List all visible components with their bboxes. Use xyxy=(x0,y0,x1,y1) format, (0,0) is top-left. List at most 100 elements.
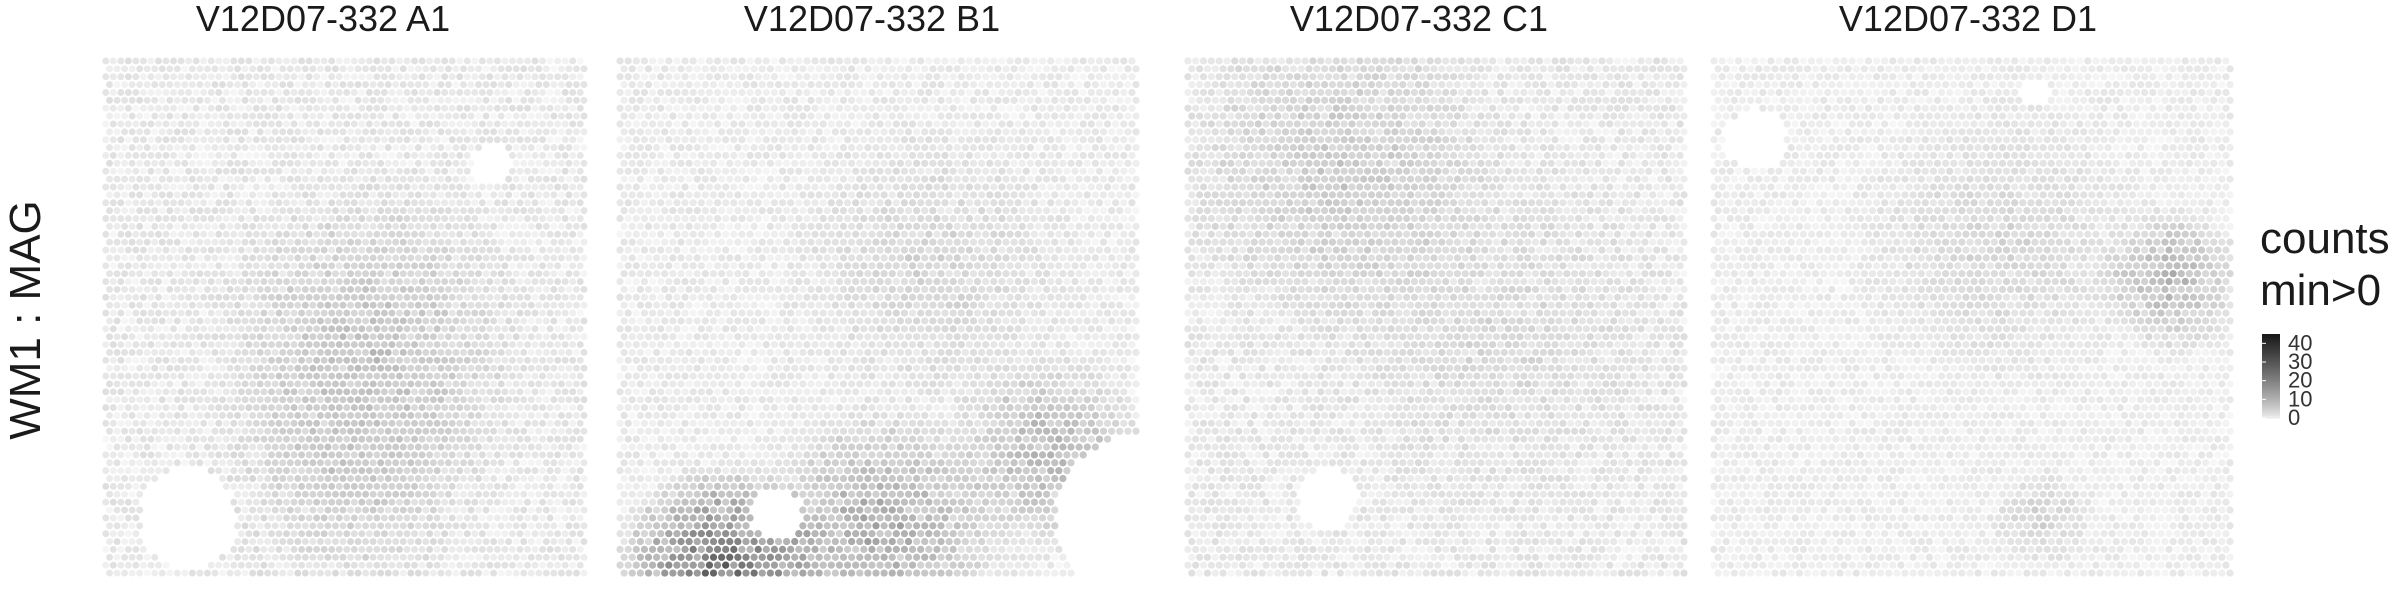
spot xyxy=(158,191,166,199)
spot xyxy=(482,207,490,215)
spot xyxy=(478,341,486,349)
spot xyxy=(384,380,392,388)
spot xyxy=(486,561,494,569)
spot xyxy=(681,136,689,144)
spot xyxy=(380,293,388,301)
spot xyxy=(301,65,309,73)
spot xyxy=(200,278,208,286)
spot xyxy=(339,270,347,278)
spot xyxy=(185,309,193,317)
spot xyxy=(275,498,283,506)
spot xyxy=(399,427,407,435)
spot xyxy=(561,545,569,553)
spot xyxy=(109,152,117,159)
spot xyxy=(542,427,550,435)
spot xyxy=(407,506,415,514)
spot xyxy=(298,167,306,175)
spot xyxy=(139,419,147,427)
spot xyxy=(1099,65,1108,73)
spot xyxy=(264,254,272,262)
spot xyxy=(441,293,449,301)
spot xyxy=(497,285,505,293)
spot xyxy=(448,451,456,459)
spot xyxy=(823,80,831,89)
spot xyxy=(188,222,196,230)
spot xyxy=(1047,151,1055,160)
spot xyxy=(554,530,562,538)
spot xyxy=(350,482,358,490)
spot xyxy=(286,475,294,482)
spot xyxy=(497,506,505,514)
spot xyxy=(426,293,434,301)
spot xyxy=(403,514,411,522)
spot xyxy=(467,191,475,199)
spot xyxy=(762,88,770,97)
spot xyxy=(279,175,287,183)
spot xyxy=(267,104,275,112)
spot xyxy=(685,159,693,167)
spot xyxy=(505,128,513,136)
spot xyxy=(705,151,714,160)
spot xyxy=(113,459,121,467)
spot xyxy=(546,120,554,128)
spot xyxy=(286,427,294,435)
spot xyxy=(267,293,275,301)
spot xyxy=(620,65,628,73)
spot xyxy=(200,246,208,254)
spot xyxy=(377,191,385,199)
spot xyxy=(226,412,234,419)
spot xyxy=(369,427,377,435)
spot xyxy=(463,388,471,396)
spot xyxy=(463,215,471,222)
spot xyxy=(290,183,298,191)
spot xyxy=(207,325,215,333)
spot xyxy=(305,561,313,569)
spot xyxy=(486,278,494,286)
spot xyxy=(324,222,332,230)
spot xyxy=(411,404,419,412)
spot xyxy=(569,104,577,112)
spot xyxy=(339,159,347,167)
spot xyxy=(234,475,242,482)
spot xyxy=(279,333,287,341)
spot xyxy=(117,278,125,286)
spot xyxy=(713,151,722,160)
spot xyxy=(827,73,835,81)
spot xyxy=(403,278,411,286)
spot xyxy=(933,73,941,81)
spot xyxy=(508,215,516,222)
spot xyxy=(501,104,509,112)
spot xyxy=(237,404,245,412)
spot xyxy=(569,262,577,270)
spot xyxy=(215,104,223,112)
spot xyxy=(1014,73,1022,81)
spot xyxy=(456,88,464,96)
spot xyxy=(478,183,486,191)
spot xyxy=(1124,128,1132,136)
spot xyxy=(1087,151,1095,160)
spot xyxy=(362,175,370,183)
spot xyxy=(448,372,456,380)
spot xyxy=(237,341,245,349)
spot xyxy=(313,309,321,317)
spot xyxy=(644,128,653,136)
spot xyxy=(215,435,223,443)
spot xyxy=(301,144,309,152)
spot xyxy=(426,325,434,333)
spot xyxy=(203,81,211,89)
spot xyxy=(309,396,317,404)
spot xyxy=(380,545,388,553)
spot xyxy=(283,341,290,349)
spot xyxy=(576,215,584,222)
spot xyxy=(188,317,196,325)
spot xyxy=(309,96,317,104)
spot xyxy=(493,325,501,333)
spot xyxy=(117,293,125,301)
spot xyxy=(429,254,437,262)
spot xyxy=(328,230,336,238)
spot xyxy=(539,73,547,81)
spot xyxy=(681,88,689,97)
spot xyxy=(531,152,539,159)
spot xyxy=(181,112,189,120)
spot xyxy=(429,569,437,577)
